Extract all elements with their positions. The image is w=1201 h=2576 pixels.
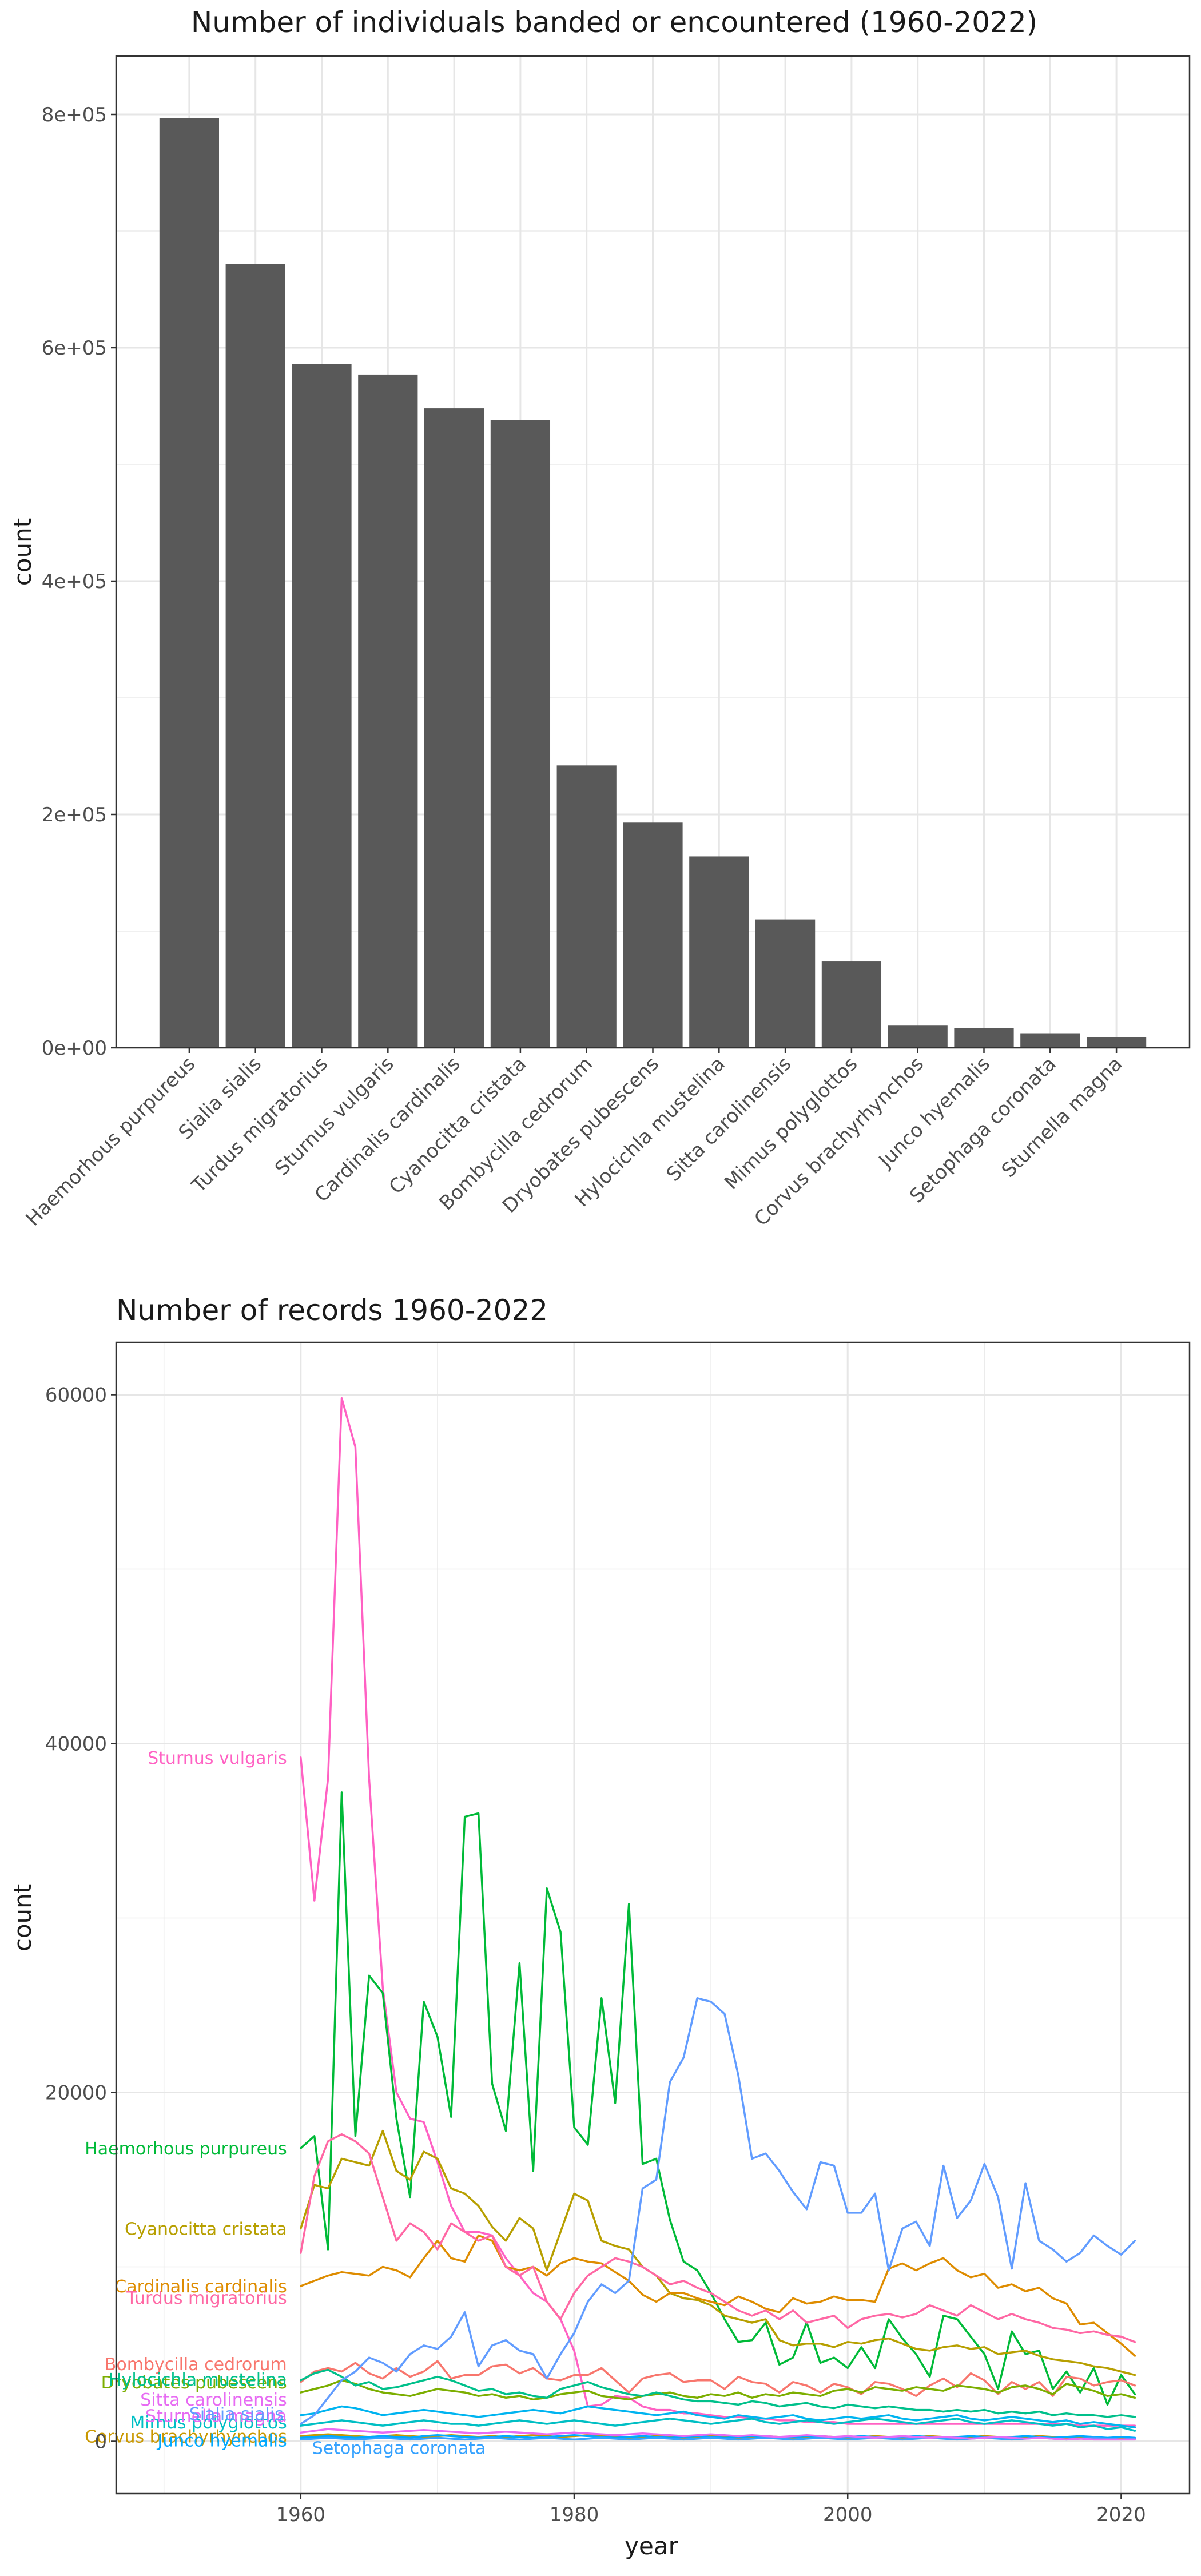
- line-chart-gridlines: [116, 1342, 1190, 2494]
- series-line: [300, 2368, 1136, 2418]
- series-line: [300, 2418, 1136, 2432]
- bar-chart: Number of individuals banded or encounte…: [9, 6, 1191, 1231]
- bar-chart-title: Number of individuals banded or encounte…: [191, 6, 1037, 39]
- bar-chart-y-axis: 0e+00 2e+05 4e+05 6e+05 8e+05: [42, 104, 116, 1060]
- bar: [159, 118, 220, 1048]
- line-chart-y-tick-label: 60000: [45, 1384, 107, 1407]
- bar-chart-x-tick-label: Haemorhous purpureus: [22, 1052, 200, 1231]
- line-chart-x-tick-label: 1980: [550, 2503, 599, 2526]
- bar: [225, 264, 285, 1048]
- series-label: Junco hyemalis: [156, 2431, 287, 2451]
- series-label: Setophaga coronata: [312, 2438, 486, 2458]
- series-label: Hylocichla mustelina: [109, 2370, 287, 2390]
- series-label: Cardinalis cardinalis: [114, 2277, 287, 2297]
- line-chart-x-tick-label: 1960: [276, 2503, 326, 2526]
- series-line: [300, 1397, 1136, 2427]
- bar: [623, 822, 683, 1048]
- line-chart: Number of records 1960-2022 Sturnus vulg…: [9, 1294, 1191, 2560]
- line-chart-y-tick-label: 0: [94, 2431, 107, 2454]
- series-label: Haemorhous purpureus: [85, 2139, 287, 2159]
- bar: [821, 961, 882, 1048]
- series-line: [300, 1791, 1136, 2406]
- bar-chart-y-tick-label: 2e+05: [42, 804, 107, 826]
- series-label: Sturnus vulgaris: [148, 1748, 287, 1768]
- bar-chart-y-tick-label: 6e+05: [42, 337, 107, 360]
- series-label: Bombycilla cedrorum: [105, 2355, 287, 2375]
- bar: [888, 1025, 948, 1048]
- bar-chart-x-tick-label: Sitta carolinensis: [662, 1052, 796, 1186]
- bar-chart-x-tick-label: Junco hyemalis: [874, 1052, 995, 1173]
- series-label: Corvus brachyrhynchos: [85, 2427, 287, 2447]
- line-chart-panel-border: [115, 1341, 1191, 2495]
- bar: [1086, 1037, 1147, 1048]
- series-line: [300, 2133, 1136, 2343]
- line-chart-x-tick-label: 2020: [1096, 2503, 1146, 2526]
- bar-chart-y-tick-label: 0e+00: [42, 1037, 107, 1060]
- line-chart-y-axis: 0 20000 40000 60000: [45, 1384, 116, 2454]
- series-label: Turdus migratorius: [126, 2288, 287, 2308]
- bar: [689, 856, 749, 1048]
- line-chart-y-tick-label: 40000: [45, 1733, 107, 1756]
- series-label: Sturnella magna: [145, 2406, 287, 2426]
- bar: [755, 919, 816, 1048]
- bar-chart-y-tick-label: 4e+05: [42, 570, 107, 593]
- bar: [292, 364, 352, 1048]
- bar: [490, 420, 551, 1048]
- series-line: [300, 2379, 1136, 2401]
- line-chart-series-labels: Sturnus vulgaris Haemorhous purpureus Cyan…: [85, 1748, 486, 2459]
- bar: [358, 374, 418, 1048]
- bar-chart-y-tick-label: 8e+05: [42, 104, 107, 126]
- line-chart-x-axis-label: year: [625, 2532, 678, 2560]
- bar: [954, 1028, 1014, 1048]
- series-label: Cyanocitta cristata: [125, 2219, 287, 2239]
- bar-chart-x-tick-label: Sturnus vulgaris: [271, 1052, 399, 1180]
- line-chart-x-tick-label: 2000: [823, 2503, 873, 2526]
- bar: [424, 408, 484, 1048]
- series-line: [300, 2129, 1136, 2376]
- series-line: [300, 2436, 1136, 2441]
- bar: [556, 765, 617, 1048]
- bar-chart-bars: [159, 118, 1147, 1048]
- series-label: Sialia sialis: [189, 2404, 284, 2424]
- bar-chart-y-axis-label: count: [9, 518, 37, 586]
- line-chart-y-tick-label: 20000: [45, 2082, 107, 2105]
- bar: [1020, 1033, 1080, 1048]
- series-label: Mimus polyglottos: [130, 2413, 287, 2433]
- line-chart-x-axis: 1960 1980 2000 2020: [276, 2494, 1146, 2526]
- series-line: [300, 2428, 1136, 2441]
- line-chart-series: [300, 1397, 1136, 2441]
- series-label: Sitta carolinensis: [140, 2390, 287, 2410]
- series-line: [300, 2405, 1136, 2428]
- line-chart-title: Number of records 1960-2022: [116, 1294, 548, 1327]
- bar-chart-x-tick-label: Sturnella magna: [997, 1052, 1127, 1182]
- series-label: Dryobates pubescens: [101, 2373, 287, 2393]
- series-line: [300, 1997, 1136, 2425]
- line-chart-y-axis-label: count: [9, 1884, 37, 1952]
